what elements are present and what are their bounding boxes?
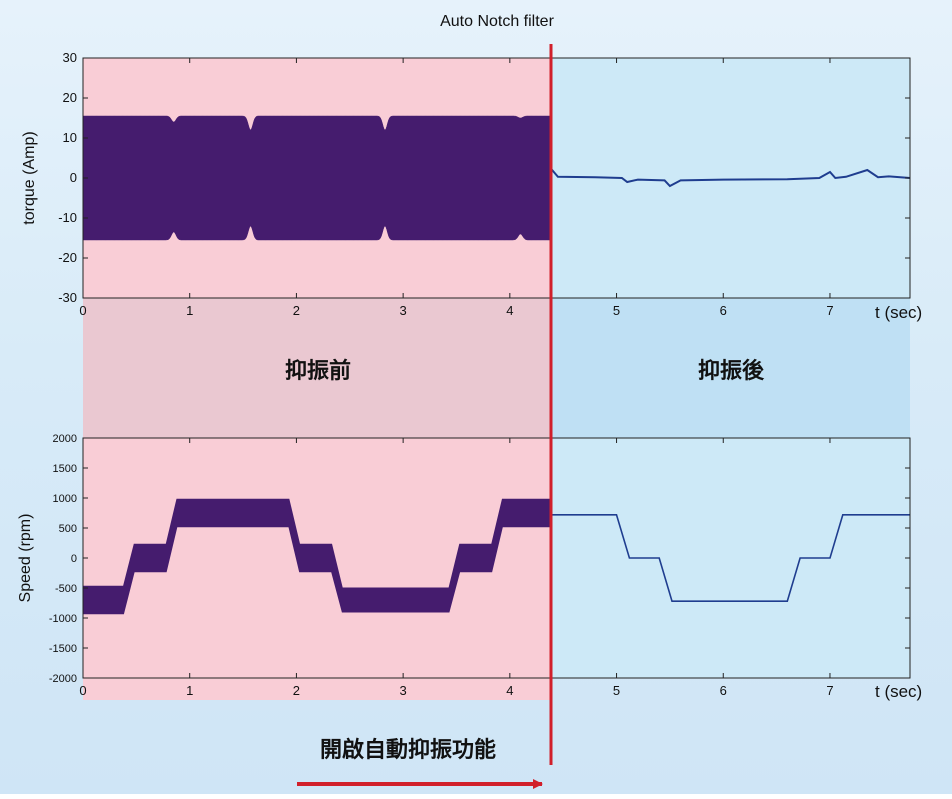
torque-xtick-label: 5 [613,303,620,318]
torque-ytick-label: 20 [63,90,77,105]
torque-xtick-label: 0 [79,303,86,318]
torque-xtick-label: 7 [826,303,833,318]
speed-xtick-label: 5 [613,683,620,698]
torque-chart: 0 1 2 3 4 5 6 7 30 20 10 0 -10 -20 -30 torque (Amp) t … [21,50,922,322]
torque-ytick-label: -10 [58,210,77,225]
after-region-bottom [551,438,910,678]
torque-after-series [549,167,911,188]
speed-after-series [550,514,910,602]
speed-xtick-label: 7 [826,683,833,698]
speed-xtick-label: 6 [720,683,727,698]
speed-xtick-label: 3 [400,683,407,698]
torque-xtick-label: 6 [720,303,727,318]
speed-ytick-label: -1500 [49,643,77,655]
before-label-band [83,298,551,438]
torque-xtick-label: 3 [400,303,407,318]
torque-xlabel: t (sec) [875,303,922,322]
torque-xtick-label: 4 [506,303,513,318]
zone-label-before: 抑振前 [285,358,351,383]
speed-ytick-label: 2000 [53,433,77,445]
speed-chart: 0 1 2 3 4 5 6 7 2000 1500 1000 500 0 -500 -1000 -1500 -2… [17,433,922,701]
torque-before-series [82,115,551,241]
torque-ytick-label: -30 [58,290,77,305]
chart-title: Auto Notch filter [440,13,555,30]
speed-xtick-label: 0 [79,683,86,698]
speed-ytick-label: -500 [55,583,77,595]
torque-ytick-label: 30 [63,50,77,65]
torque-ytick-label: 10 [63,130,77,145]
speed-ytick-label: -2000 [49,673,77,685]
speed-ylabel: Speed (rpm) [17,514,34,603]
torque-ytick-label: -20 [58,250,77,265]
speed-ytick-label: 0 [71,553,77,565]
torque-ylabel: torque (Amp) [21,131,38,224]
speed-xtick-label: 1 [186,683,193,698]
torque-xtick-label: 1 [186,303,193,318]
speed-ytick-label: 1000 [53,493,77,505]
speed-xlabel: t (sec) [875,682,922,701]
speed-ytick-label: -1000 [49,613,77,625]
speed-ytick-label: 500 [59,523,77,535]
zone-label-after: 抑振後 [698,358,765,383]
activation-annotation: 開啟自動抑振功能 [320,737,496,762]
speed-xtick-label: 2 [293,683,300,698]
speed-xtick-label: 4 [506,683,513,698]
speed-ytick-label: 1500 [53,463,77,475]
torque-xtick-label: 2 [293,303,300,318]
torque-ytick-label: 0 [70,170,77,185]
after-label-band [551,298,910,438]
